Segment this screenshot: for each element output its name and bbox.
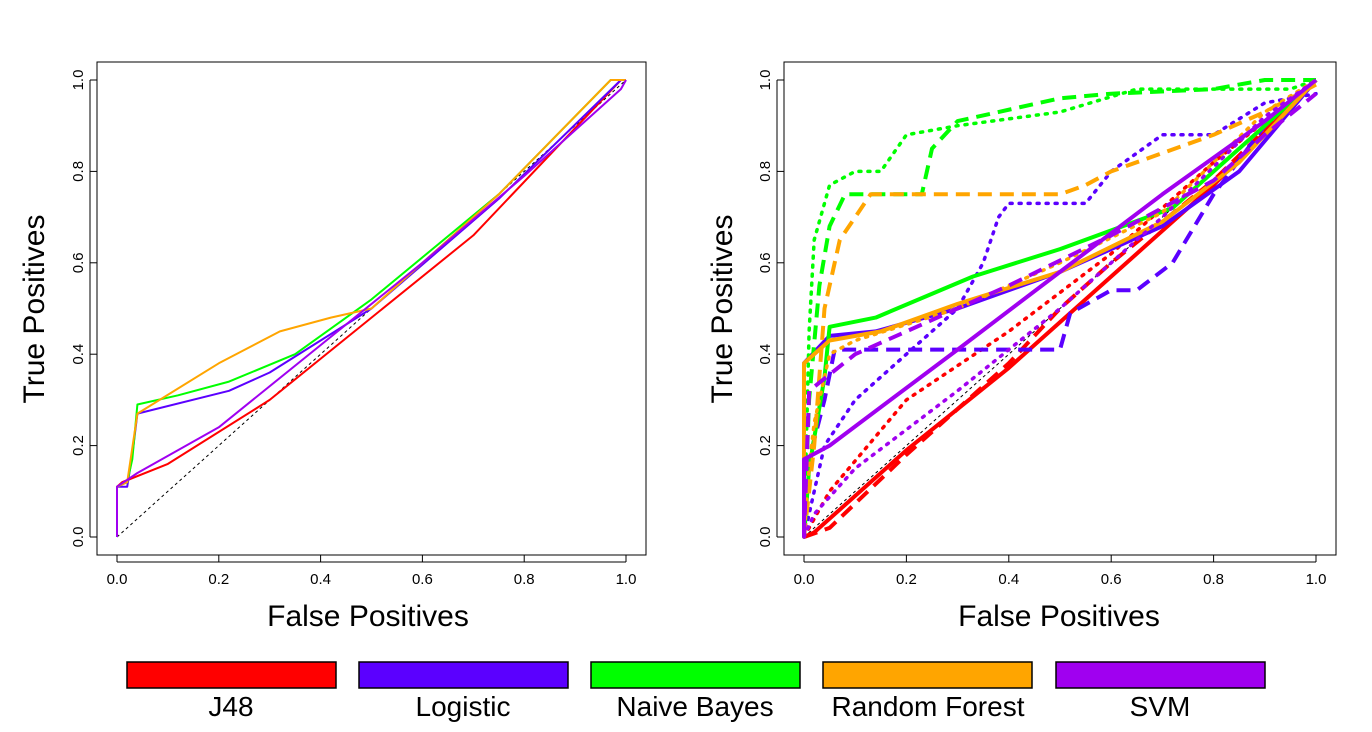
x-axis-title-right: False Positives bbox=[958, 600, 1160, 633]
x-tick-label-left: 0.6 bbox=[412, 571, 433, 588]
series-line-svm-solid-left bbox=[116, 79, 627, 537]
x-tick-label-left: 0.2 bbox=[208, 571, 229, 588]
y-tick-label-right: 0.0 bbox=[757, 527, 774, 548]
y-axis-left: 0.0 0.2 0.4 0.6 0.8 1.0 bbox=[70, 70, 97, 548]
series-line-random-forest-solid-left bbox=[116, 79, 626, 537]
x-tick-label-right: 0.4 bbox=[998, 571, 1019, 588]
legend-label-j48: J48 bbox=[208, 691, 253, 722]
legend-swatch-random-forest bbox=[822, 661, 1033, 689]
y-tick-label-left: 0.0 bbox=[70, 527, 87, 548]
legend-swatch-logistic bbox=[358, 661, 569, 689]
x-tick-label-left: 0.0 bbox=[107, 571, 128, 588]
x-tick-label-left: 0.4 bbox=[310, 571, 331, 588]
x-axis-title-left: False Positives bbox=[267, 600, 469, 633]
series-line-logistic-solid-left bbox=[116, 79, 622, 537]
y-tick-label-left: 0.8 bbox=[70, 161, 87, 182]
x-tick-label-left: 1.0 bbox=[616, 571, 637, 588]
legend-swatch-j48 bbox=[126, 661, 337, 689]
y-tick-label-right: 0.2 bbox=[757, 435, 774, 456]
series-line-random-forest-dashed-right bbox=[802, 82, 1317, 538]
x-axis-left: 0.0 0.2 0.4 0.6 0.8 1.0 bbox=[107, 555, 637, 588]
series-line-svm-dashed-right bbox=[802, 92, 1318, 538]
legend: J48 Logistic Naive Bayes Random Forest S… bbox=[126, 661, 1266, 722]
plot-frame-left bbox=[96, 61, 647, 556]
legend-item-logistic: Logistic bbox=[358, 661, 569, 722]
y-tick-label-right: 1.0 bbox=[757, 70, 774, 91]
legend-item-naive-bayes: Naive Bayes bbox=[590, 661, 801, 722]
x-tick-label-right: 1.0 bbox=[1306, 571, 1327, 588]
legend-swatch-naive-bayes bbox=[590, 661, 801, 689]
series-layer-left bbox=[116, 79, 627, 538]
legend-item-svm: SVM bbox=[1055, 661, 1266, 722]
y-tick-label-right: 0.8 bbox=[757, 161, 774, 182]
series-layer-right bbox=[802, 78, 1318, 539]
y-tick-label-right: 0.4 bbox=[757, 344, 774, 365]
plot-frame-right bbox=[783, 61, 1337, 556]
y-tick-label-right: 0.6 bbox=[757, 252, 774, 273]
y-axis-title-left: True Positives bbox=[18, 215, 51, 404]
y-tick-label-left: 0.6 bbox=[70, 252, 87, 273]
x-tick-label-right: 0.8 bbox=[1203, 571, 1224, 588]
legend-label-random-forest: Random Forest bbox=[832, 691, 1025, 722]
y-tick-label-left: 0.4 bbox=[70, 344, 87, 365]
y-tick-label-left: 1.0 bbox=[70, 70, 87, 91]
legend-item-j48: J48 bbox=[126, 661, 337, 722]
x-tick-label-right: 0.2 bbox=[896, 571, 917, 588]
legend-label-naive-bayes: Naive Bayes bbox=[616, 691, 773, 722]
series-line-naive-bayes-dotted-right bbox=[802, 78, 1318, 539]
x-tick-label-left: 0.8 bbox=[514, 571, 535, 588]
x-tick-label-right: 0.0 bbox=[794, 571, 815, 588]
series-line-logistic-dashed-right bbox=[802, 78, 1318, 538]
series-line-random-forest-dotted-right bbox=[802, 78, 1318, 539]
series-line-j48-dashed-right bbox=[803, 78, 1318, 539]
series-line-naive-bayes-dashed-right bbox=[802, 78, 1316, 538]
roc-plot-right: 0.0 0.2 0.4 0.6 0.8 1.0 0.0 0.2 0.4 0.6 0.8 1.0 Fa… bbox=[706, 61, 1337, 633]
y-axis-right: 0.0 0.2 0.4 0.6 0.8 1.0 bbox=[757, 70, 784, 548]
x-axis-right: 0.0 0.2 0.4 0.6 0.8 1.0 bbox=[794, 555, 1327, 588]
legend-label-svm: SVM bbox=[1130, 691, 1191, 722]
x-tick-label-right: 0.6 bbox=[1101, 571, 1122, 588]
roc-plot-left: 0.0 0.2 0.4 0.6 0.8 1.0 0.0 0.2 0.4 0.6 0.8 1.0 Fa… bbox=[18, 61, 647, 633]
legend-item-random-forest: Random Forest bbox=[822, 661, 1033, 722]
legend-label-logistic: Logistic bbox=[416, 691, 511, 722]
y-axis-title-right: True Positives bbox=[706, 215, 739, 404]
series-line-logistic-dotted-right bbox=[802, 91, 1318, 539]
series-line-svm-dotted-right bbox=[802, 78, 1318, 539]
series-line-j48-dotted-right bbox=[802, 78, 1318, 539]
y-tick-label-left: 0.2 bbox=[70, 435, 87, 456]
legend-swatch-svm bbox=[1055, 661, 1266, 689]
